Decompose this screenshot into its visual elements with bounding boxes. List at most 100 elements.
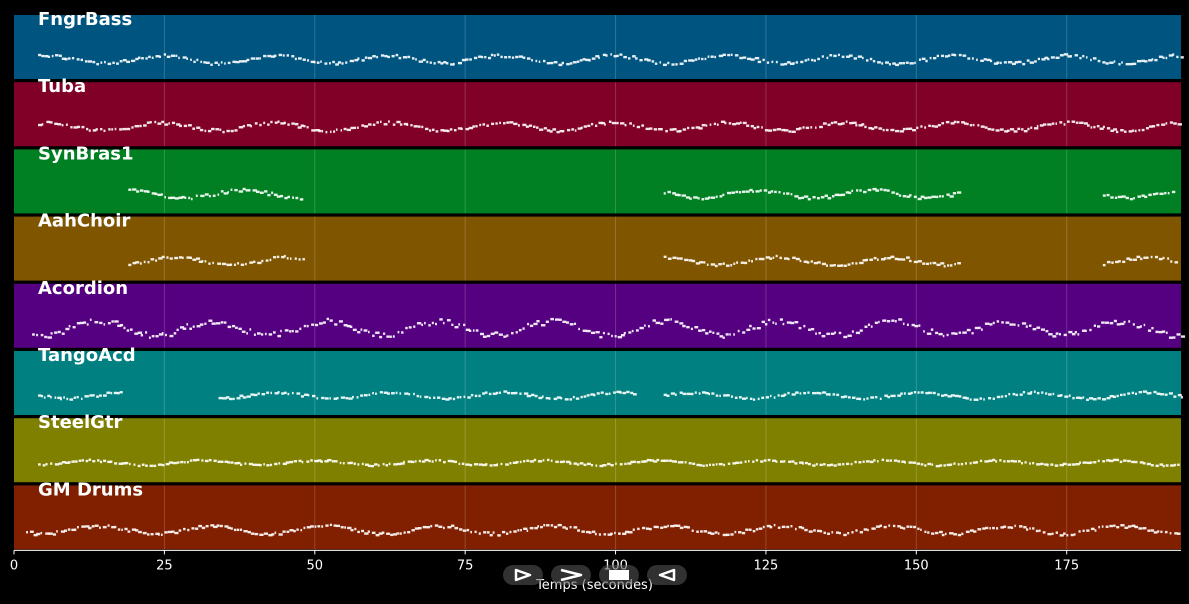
note [135, 261, 140, 264]
note [189, 327, 193, 330]
note [145, 57, 148, 60]
note [537, 525, 540, 528]
note [250, 124, 252, 128]
note [430, 524, 433, 528]
note [945, 120, 950, 124]
note [834, 193, 839, 197]
note [1092, 398, 1097, 401]
note [556, 130, 560, 134]
note [164, 123, 169, 126]
note [635, 329, 639, 332]
play-button[interactable] [503, 565, 543, 585]
note [174, 531, 179, 535]
note [523, 392, 529, 395]
note [1141, 194, 1145, 197]
note [481, 55, 484, 59]
note [916, 462, 921, 465]
forward-button[interactable] [551, 565, 591, 585]
note [697, 197, 700, 200]
note [1125, 196, 1129, 200]
note [1015, 393, 1018, 397]
note [962, 54, 967, 57]
note [1032, 461, 1035, 465]
note [1162, 256, 1165, 260]
note [875, 396, 878, 399]
note [57, 330, 61, 334]
note [364, 56, 368, 59]
note [1093, 125, 1096, 129]
note [679, 322, 684, 325]
note [473, 56, 478, 60]
stop-button[interactable] [599, 565, 639, 585]
note [367, 464, 371, 468]
note [117, 324, 122, 327]
note [779, 318, 783, 321]
note [881, 458, 885, 462]
note [990, 59, 993, 63]
note [795, 257, 800, 261]
note [1159, 393, 1165, 396]
note [1048, 393, 1052, 396]
note [859, 329, 863, 332]
note [583, 463, 587, 467]
note [1138, 129, 1141, 132]
note [1106, 396, 1111, 400]
note [1034, 60, 1037, 63]
note [590, 122, 594, 126]
note [1125, 62, 1130, 66]
note [595, 55, 600, 58]
note [450, 63, 455, 66]
note [1042, 531, 1046, 534]
rewind-button[interactable] [647, 565, 687, 585]
note [211, 127, 215, 131]
note [238, 327, 242, 331]
note [690, 392, 694, 396]
note [363, 329, 368, 332]
note [616, 390, 621, 394]
note [447, 526, 452, 529]
note [283, 254, 286, 258]
note [364, 125, 369, 128]
note [864, 325, 868, 328]
note [340, 396, 346, 399]
note [996, 320, 1000, 323]
note [1117, 195, 1123, 199]
note [96, 62, 100, 66]
note [545, 320, 549, 323]
note [663, 525, 668, 529]
note [1102, 61, 1106, 64]
note [1111, 261, 1114, 264]
note [777, 526, 781, 529]
note [639, 59, 643, 62]
note [1180, 56, 1184, 59]
note [583, 125, 588, 128]
note [906, 195, 911, 198]
note [263, 532, 269, 535]
note [379, 335, 383, 339]
note [719, 335, 724, 338]
note [770, 190, 774, 193]
note [375, 331, 380, 334]
note [663, 393, 667, 397]
note [887, 256, 892, 260]
note [38, 123, 43, 127]
note [368, 330, 370, 334]
note [913, 260, 918, 264]
note [564, 398, 569, 401]
note [141, 57, 144, 60]
note [856, 189, 859, 192]
note [47, 55, 51, 58]
note [192, 127, 196, 130]
note [65, 123, 68, 126]
note [459, 395, 462, 399]
note [669, 128, 674, 131]
note [169, 334, 174, 338]
note [826, 464, 831, 467]
note [833, 464, 837, 467]
note [572, 61, 577, 64]
note [224, 525, 229, 528]
note [1050, 463, 1054, 466]
note [1113, 60, 1116, 63]
note [1047, 532, 1052, 536]
note [435, 459, 437, 462]
